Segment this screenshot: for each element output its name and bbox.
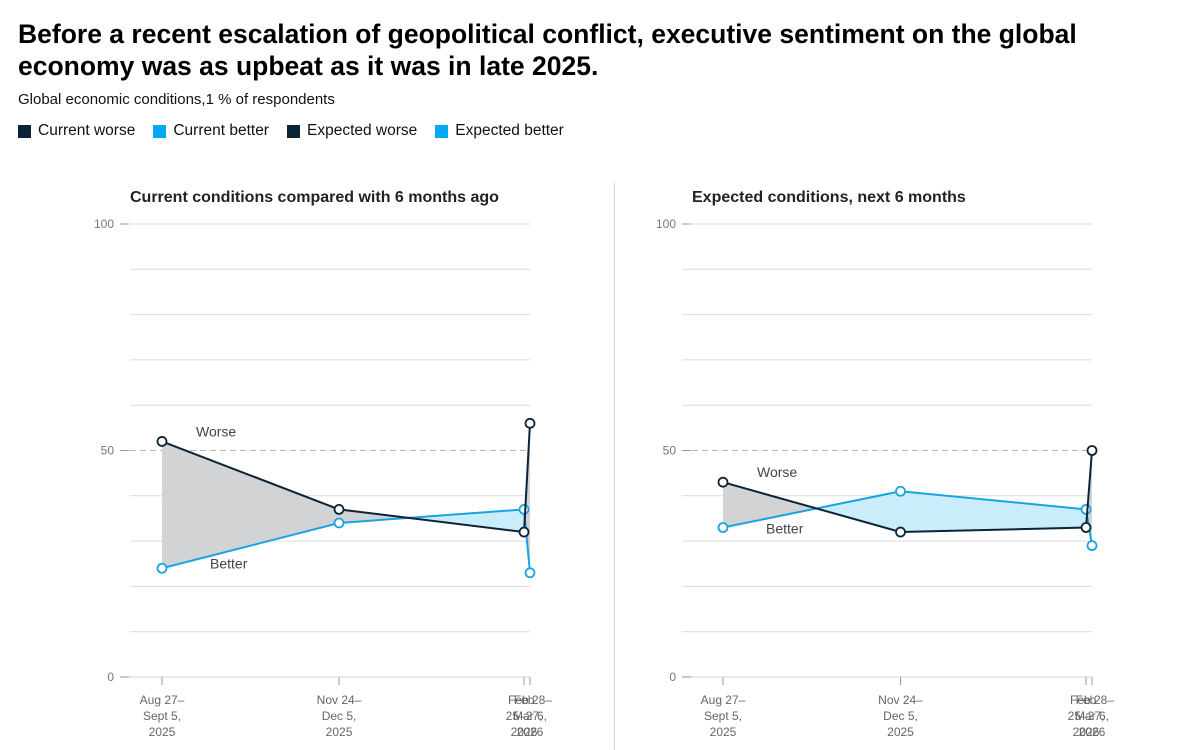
panel1-x-tick-label: Nov 24– Dec 5, 2025 — [317, 693, 362, 739]
chart-title: Before a recent escalation of geopolitic… — [18, 19, 1077, 81]
panel2-better-point — [1086, 540, 1098, 552]
legend: Current worse Current better Expected wo… — [18, 122, 564, 140]
panel2-worse-point — [717, 476, 729, 488]
panel2-title: Expected conditions, next 6 months — [692, 189, 966, 206]
panel1-x-tick-label-line: 2025 — [149, 725, 176, 739]
panel1-better-label: Better — [210, 555, 248, 571]
panel1-better-point — [333, 517, 345, 529]
panel2-x-tick-label-line: Nov 24– — [878, 693, 923, 707]
panel2-gap-fill — [816, 491, 901, 533]
legend-item-current-worse: Current worse — [18, 122, 135, 140]
panel1-x-tick-label-line: 2026 — [517, 725, 544, 739]
panel2-worse-point — [1086, 445, 1098, 456]
panel1-gap-fill — [162, 441, 340, 569]
panel2-worse-point — [895, 526, 906, 538]
panel1-better-point — [518, 503, 530, 515]
panel2-y-tick-label: 50 — [663, 444, 677, 458]
panel1-x-tick-label-line: Sept 5, — [143, 709, 181, 723]
panel1-x-tick-label-line: 2026 — [511, 725, 538, 739]
panel1-worse-point — [518, 526, 530, 538]
panel1-y-tick-label: 50 — [101, 444, 115, 458]
panel2-x-tick-label-line: Sept 5, — [704, 709, 742, 723]
legend-item-expected-worse: Expected worse — [286, 122, 418, 140]
panel1-worse-line — [161, 423, 531, 534]
panel1-better-line — [161, 508, 531, 573]
panel2-x-tick-label-line: 2026 — [1073, 725, 1100, 739]
panel2-better-point — [717, 522, 729, 533]
panel2-worse-point — [1080, 522, 1092, 533]
panel1-worse-label: Worse — [196, 423, 236, 439]
panel2-gap-fill — [723, 482, 817, 528]
panel1-x-tick-label-line: Dec 5, — [322, 709, 357, 723]
legend-swatch-current-worse — [18, 124, 31, 138]
legend-label-expected-worse: Expected worse — [306, 122, 418, 139]
legend-item-expected-better: Expected better — [435, 122, 564, 140]
panel2-x-tick-label-line: Feb 28– — [1070, 693, 1114, 707]
panel1-better-point — [156, 562, 168, 574]
panel2-y-tick-label: 100 — [656, 217, 676, 231]
legend-item-current-better: Current better — [153, 122, 269, 140]
panel2-x-tick-label: Feb 25–27, 2026 — [1068, 693, 1105, 739]
panel1-x-tick-label-line: 25–27, — [506, 709, 543, 723]
legend-label-current-worse: Current worse — [38, 122, 136, 139]
legend-label-expected-better: Expected better — [455, 122, 564, 139]
legend-label-current-better: Current better — [173, 122, 269, 139]
panel1-x-tick-label-line: Feb — [514, 693, 535, 707]
panel2-y-tick-label: 0 — [669, 670, 676, 684]
legend-swatch-expected-worse — [286, 124, 300, 138]
panel1-x-tick-label-line: Aug 27– — [140, 693, 185, 707]
panel-divider — [614, 183, 615, 750]
panel2-x-tick-label-line: 2025 — [710, 725, 737, 739]
panel1-x-tick-label-line: 2025 — [326, 725, 353, 739]
panel2-worse-label: Worse — [757, 464, 797, 480]
panel2-x-tick-label-line: 25–27, — [1068, 709, 1105, 723]
panel1-worse-point — [156, 436, 168, 447]
panel2-better-point — [1080, 503, 1092, 515]
panel2-x-tick-label: Nov 24– Dec 5, 2025 — [878, 693, 923, 739]
panel2-worse-line — [722, 450, 1093, 534]
panel1-worse-point — [333, 503, 345, 515]
panel1-better-point — [524, 567, 536, 579]
panel1-x-tick-label: Aug 27– Sept 5, 2025 — [140, 693, 185, 739]
panel2-x-tick-label-line: Feb — [1076, 693, 1097, 707]
panel1-gap-fill — [408, 509, 525, 533]
panel2-x-tick-label-line: 2025 — [887, 725, 914, 739]
panel1-title: Current conditions compared with 6 month… — [130, 189, 499, 206]
panel2-x-tick-label-line: 2026 — [1079, 725, 1106, 739]
panel1-x-tick-label-line: Mar 6, — [513, 709, 547, 723]
legend-swatch-expected-better — [435, 124, 449, 138]
panel2-better-label: Better — [766, 521, 804, 537]
panel2-x-tick-label: Feb 28– Mar 6, 2026 — [1070, 693, 1114, 739]
panel1-x-tick-label-line: Nov 24– — [317, 693, 362, 707]
panel2-x-tick-label: Aug 27– Sept 5, 2025 — [701, 693, 746, 739]
panel1-x-tick-label: Feb 28– Mar 6, 2026 — [508, 693, 552, 739]
panel2-better-point — [895, 485, 906, 497]
panel1-x-tick-label-line: Feb 28– — [508, 693, 552, 707]
panel1-x-tick-label: Feb 25–27, 2026 — [506, 693, 543, 739]
panel1-worse-point — [524, 417, 536, 429]
panel2-x-tick-label-line: Dec 5, — [883, 709, 918, 723]
panel1-gap-fill — [339, 509, 409, 523]
panel1-y-tick-label: 100 — [94, 217, 114, 231]
panel2-gap-fill — [900, 491, 1087, 533]
panel2-x-tick-label-line: Aug 27– — [701, 693, 746, 707]
panel1-y-tick-label: 0 — [107, 670, 114, 684]
chart-subtitle: Global economic conditions,1 % of respon… — [18, 91, 335, 108]
legend-swatch-current-better — [153, 124, 167, 138]
panel2-x-tick-label-line: Mar 6, — [1075, 709, 1109, 723]
